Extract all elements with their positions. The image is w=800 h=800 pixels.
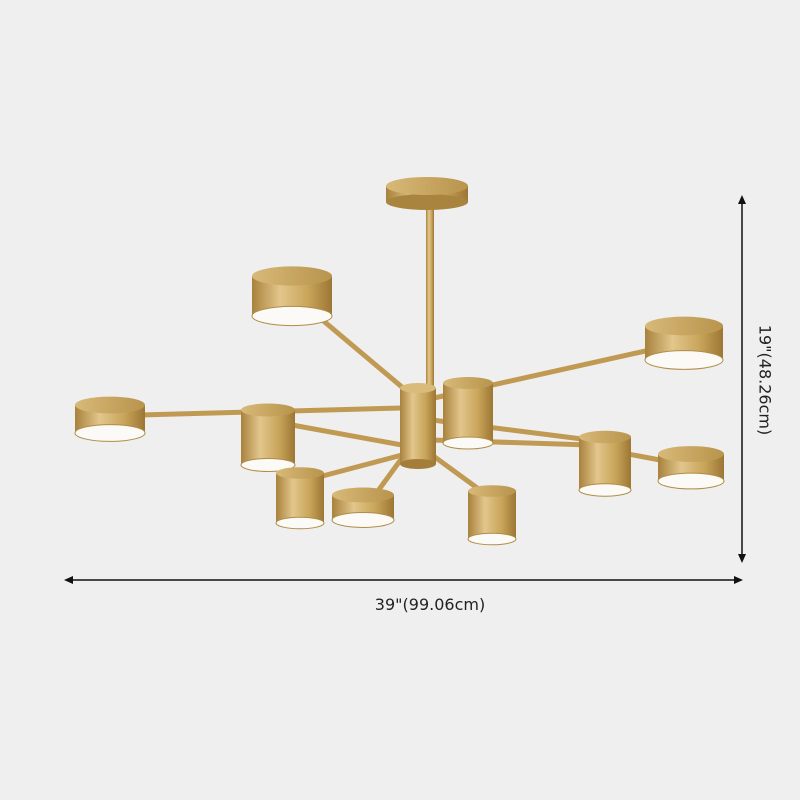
light-diffuser [275,516,325,530]
light-diffuser [578,483,632,497]
lamp-shade [331,487,395,528]
light-diffuser [657,472,725,490]
light-diffuser [467,532,517,546]
lamp-shade [442,377,494,450]
width-dimension-label: 39"(99.06cm) [374,595,486,614]
lamp-shades [74,266,725,546]
lamp-shade [74,396,146,442]
lamp-shade [251,266,333,327]
lamp-shade [657,446,725,490]
canopy [386,177,468,390]
light-diffuser [240,458,296,472]
height-dimension-arrow [738,195,746,563]
width-dimension-arrow [64,576,743,584]
lamp-shade [578,430,632,497]
lamp-shade [467,485,517,546]
lamp-shade [275,467,325,530]
center-hub [400,383,436,469]
lamp-shade [240,403,296,472]
light-diffuser [251,305,333,327]
lamp-shade [644,316,724,370]
light-diffuser [644,350,724,370]
light-diffuser [74,424,146,442]
light-diffuser [331,512,395,528]
light-diffuser [442,436,494,450]
height-dimension-label: 19"(48.26cm) [755,324,775,436]
